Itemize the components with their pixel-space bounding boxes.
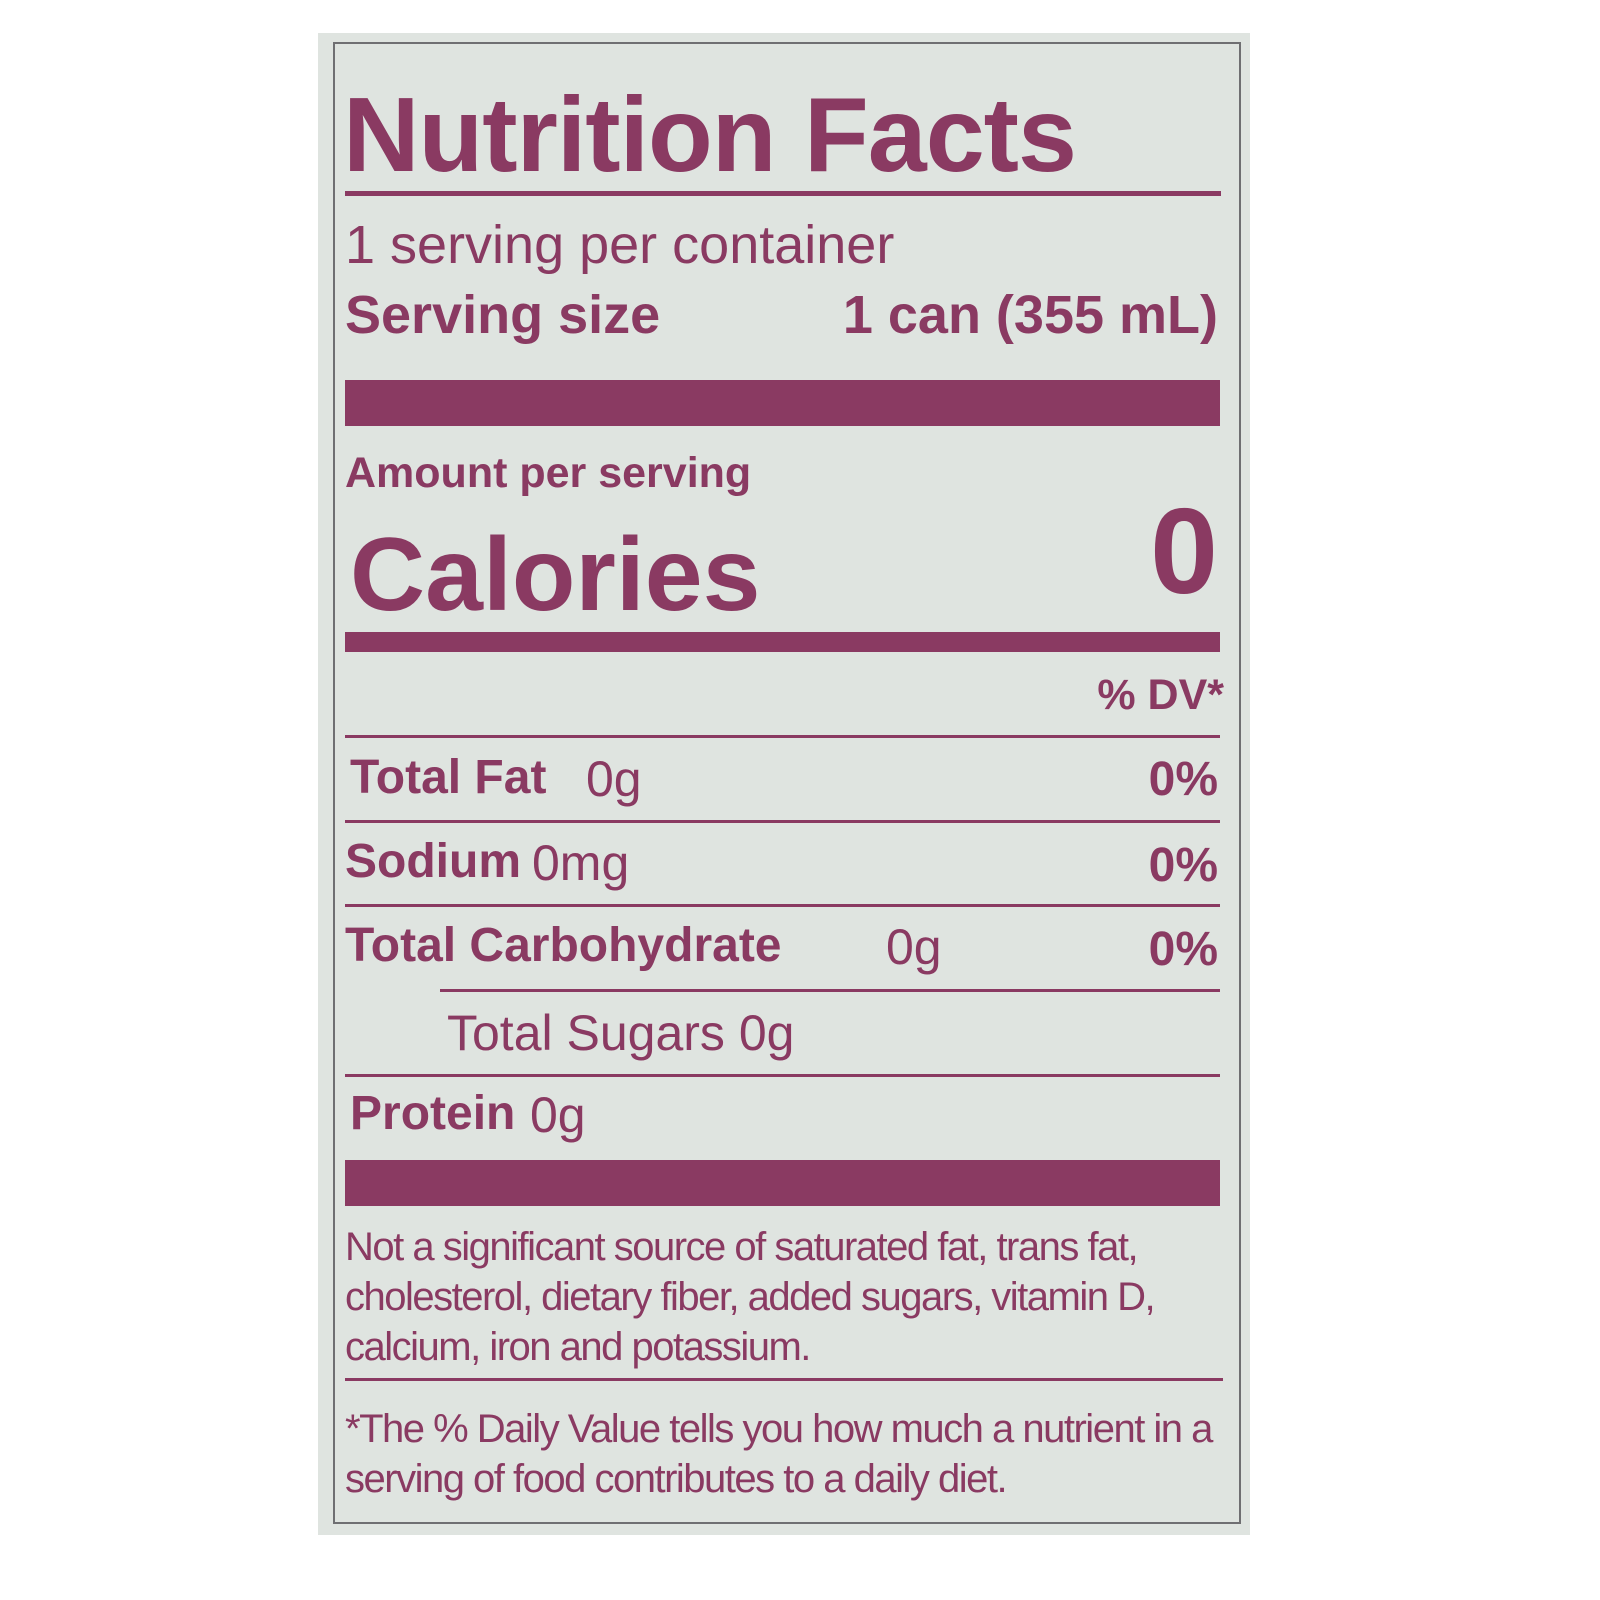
nutrient-amount: 0g [530, 1087, 586, 1143]
divider [345, 904, 1220, 907]
divider [345, 1378, 1223, 1381]
nutrient-label: Sodium [345, 835, 521, 888]
not-significant-note: Not a significant source of saturated fa… [345, 1225, 1156, 1369]
divider [345, 820, 1220, 823]
thick-bar [345, 380, 1220, 426]
divider [345, 735, 1220, 738]
dv-footnote: *The % Daily Value tells you how much a … [345, 1407, 1213, 1501]
label-border [333, 42, 1241, 1524]
medium-bar [345, 632, 1220, 652]
nutrient-dv: 0% [1148, 753, 1218, 806]
nutrition-label [318, 33, 1250, 1535]
serving-size-label: Serving size [345, 285, 661, 345]
label-title: Nutrition Facts [343, 76, 1077, 194]
nutrient-label: Total Carbohydrate [345, 919, 782, 972]
serving-size-value: 1 can (355 mL) [842, 285, 1218, 345]
divider [345, 191, 1221, 196]
nutrient-amount: 0g [586, 751, 642, 807]
nutrient-label: Total Fat [350, 751, 547, 804]
divider [440, 989, 1220, 992]
nutrient-dv: 0% [1148, 839, 1218, 892]
calories-label: Calories [350, 517, 761, 633]
nutrient-amount: 0mg [532, 835, 630, 891]
divider [345, 1074, 1220, 1077]
nutrient-label: Protein [350, 1087, 516, 1140]
nutrient-row-total-sugars: Total Sugars 0g [447, 1005, 795, 1061]
nutrient-dv: 0% [1148, 923, 1218, 976]
thick-bar [345, 1160, 1220, 1206]
dv-header: % DV* [1097, 671, 1224, 719]
servings-per-container: 1 serving per container [345, 215, 895, 275]
amount-per-serving: Amount per serving [345, 449, 752, 497]
calories-value: 0 [1150, 483, 1218, 619]
nutrient-amount: 0g [886, 919, 942, 975]
